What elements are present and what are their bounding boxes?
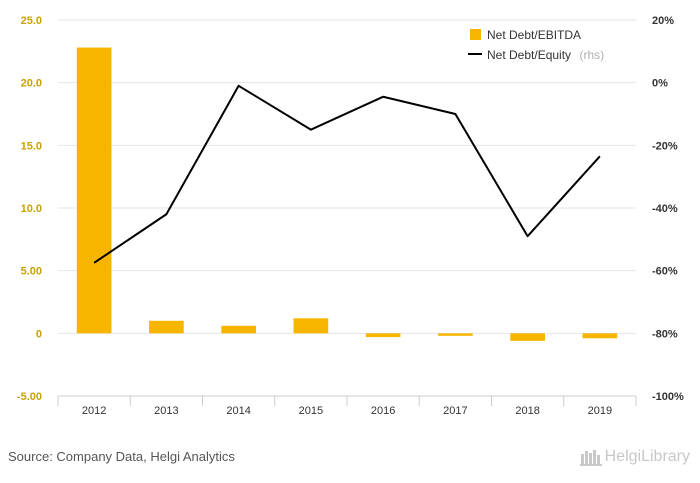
line-point-2017[interactable]: [451, 110, 459, 118]
y-right-tick-label: 0%: [652, 78, 668, 90]
legend-note-rhs: (rhs): [580, 48, 605, 62]
line-point-2014[interactable]: [235, 82, 243, 90]
y-axis-left: 25.0 20.0 15.0 10.0 5.00 0 -5.00: [17, 15, 42, 403]
line-point-2016[interactable]: [379, 93, 387, 101]
legend-line-text[interactable]: Net Debt/Equity (rhs): [487, 46, 604, 63]
y-right-tick-label: -20%: [652, 140, 678, 152]
library-logo-icon: [579, 450, 602, 466]
y-left-tick-label: 10.0: [21, 203, 42, 215]
line-point-2013[interactable]: [162, 210, 170, 218]
legend: Net Debt/EBITDA Net Debt/Equity (rhs): [468, 28, 604, 63]
line-point-2019[interactable]: [596, 152, 604, 160]
y-right-tick-label: -60%: [652, 266, 678, 278]
x-tick-label: 2013: [154, 405, 178, 417]
bar-2013[interactable]: [149, 320, 184, 334]
y-left-tick-label: -5.00: [17, 391, 42, 403]
y-axis-right: 20% 0% -20% -40% -60% -80% -100%: [652, 15, 684, 403]
line-point-2012[interactable]: [90, 259, 98, 267]
legend-label-line: Net Debt/Equity: [487, 48, 571, 62]
bar-2018[interactable]: [510, 333, 545, 341]
y-right-tick-label: -40%: [652, 203, 678, 215]
brand-logo: HelgiLibrary: [579, 448, 690, 466]
bar-2012[interactable]: [76, 47, 112, 334]
bar-2017[interactable]: [438, 333, 473, 336]
y-right-tick-label: -80%: [652, 328, 678, 340]
x-tick-label: 2016: [371, 405, 395, 417]
x-axis-ticks: 2012 2013 2014 2015 2016 2017 2018 2019: [82, 405, 612, 417]
y-left-tick-label: 25.0: [21, 15, 42, 27]
y-left-tick-label: 0: [36, 328, 42, 340]
y-left-tick-label: 20.0: [21, 78, 42, 90]
line-series: [90, 82, 604, 267]
x-tick-label: 2017: [443, 405, 467, 417]
y-right-tick-label: 20%: [652, 15, 674, 27]
legend-label-bar[interactable]: Net Debt/EBITDA: [487, 28, 581, 42]
x-axis: [57, 395, 637, 406]
x-tick-label: 2015: [299, 405, 323, 417]
line-path[interactable]: [93, 84, 601, 264]
y-right-tick-label: -100%: [652, 391, 684, 403]
x-tick-label: 2018: [515, 405, 539, 417]
bar-2015[interactable]: [293, 318, 329, 334]
line-point-2015[interactable]: [307, 126, 315, 134]
y-left-tick-label: 15.0: [21, 140, 42, 152]
y-left-tick-label: 5.00: [21, 266, 42, 278]
x-tick-label: 2019: [588, 405, 612, 417]
bar-2016[interactable]: [365, 333, 401, 338]
x-tick-label: 2014: [226, 405, 250, 417]
brand-name: HelgiLibrary: [604, 448, 690, 465]
x-tick-label: 2012: [82, 405, 106, 417]
source-note: Source: Company Data, Helgi Analytics: [8, 449, 235, 464]
bar-series: [76, 47, 618, 341]
legend-swatch-bar[interactable]: [470, 29, 481, 40]
gridlines: [58, 19, 636, 397]
bar-2019[interactable]: [582, 333, 618, 339]
bar-2014[interactable]: [221, 325, 256, 334]
line-point-2018[interactable]: [524, 232, 532, 240]
